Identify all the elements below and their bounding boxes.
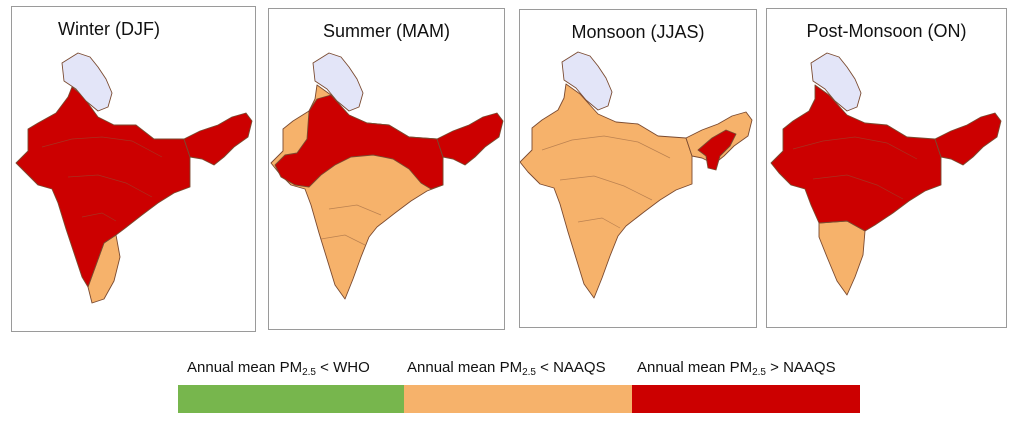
panel-title: Summer (MAM) [323, 21, 450, 41]
map-panel-winter: Winter (DJF) [11, 6, 256, 332]
region-north [61, 52, 113, 112]
region-main [520, 83, 693, 299]
india-map-monsoon [520, 51, 753, 299]
india-map-post-monsoon [770, 52, 1002, 296]
legend-label-who: Annual mean PM2.5 < WHO [187, 359, 370, 378]
region-main [770, 84, 942, 232]
legend-swatch-who [178, 385, 404, 413]
region-north [561, 51, 613, 111]
region-main [270, 84, 444, 300]
legend-swatch-above-naaqs [632, 385, 860, 413]
map-panel-post-monsoon: Post-Monsoon (ON) [766, 8, 1007, 328]
region-band [274, 94, 444, 190]
region-northeast [436, 112, 504, 166]
region-main [15, 86, 191, 288]
region-north [312, 52, 364, 112]
region-south [818, 220, 866, 296]
legend-label-above-naaqs: Annual mean PM2.5 > NAAQS [637, 359, 836, 378]
map-panel-summer: Summer (MAM) [268, 8, 505, 330]
india-map-winter [15, 52, 253, 304]
region-ne-core [697, 129, 737, 171]
panel-title: Monsoon (JJAS) [571, 22, 705, 42]
map-panel-monsoon: Monsoon (JJAS) [519, 9, 757, 328]
legend-label-below-naaqs: Annual mean PM2.5 < NAAQS [407, 359, 606, 378]
region-northeast [934, 112, 1002, 166]
panel-title: Winter (DJF) [58, 19, 160, 39]
india-map-summer [270, 52, 504, 300]
panel-title: Post-Monsoon (ON) [806, 21, 967, 41]
region-northeast [183, 112, 253, 166]
legend-swatch-below-naaqs [404, 385, 632, 413]
region-north [810, 52, 862, 112]
